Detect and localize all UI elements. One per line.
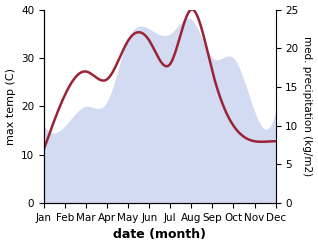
Y-axis label: med. precipitation (kg/m2): med. precipitation (kg/m2) <box>302 36 313 176</box>
X-axis label: date (month): date (month) <box>113 228 206 242</box>
Y-axis label: max temp (C): max temp (C) <box>5 68 16 145</box>
